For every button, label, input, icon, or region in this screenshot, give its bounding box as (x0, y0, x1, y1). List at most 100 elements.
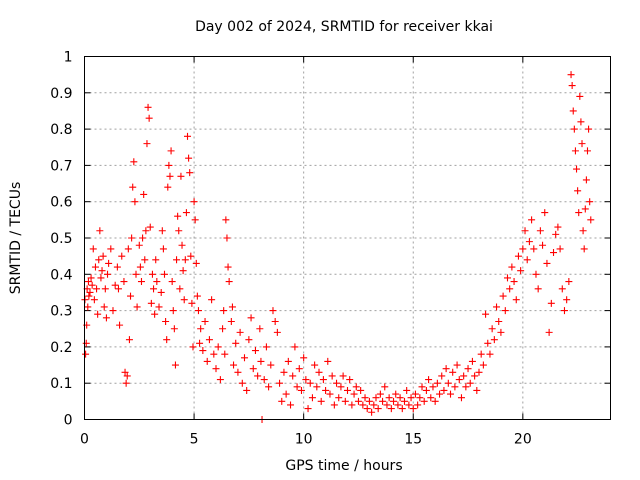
data-point (438, 372, 446, 380)
data-point (376, 390, 384, 398)
data-point (214, 343, 222, 351)
data-point (585, 125, 593, 133)
data-point (221, 350, 229, 358)
data-point (295, 365, 303, 373)
data-point (267, 361, 275, 369)
data-point (232, 339, 240, 347)
data-point (140, 190, 148, 198)
data-point (203, 357, 211, 365)
data-point (289, 372, 297, 380)
data-point (354, 397, 362, 405)
data-point (503, 274, 511, 282)
data-point (174, 212, 182, 220)
data-point (490, 336, 498, 344)
data-point (269, 307, 277, 315)
data-point (444, 379, 452, 387)
data-point (563, 296, 571, 304)
data-point (583, 147, 591, 155)
data-point (107, 245, 115, 253)
data-points (81, 71, 595, 423)
data-point (254, 372, 262, 380)
data-point (352, 383, 360, 391)
data-point (330, 401, 338, 409)
data-point (569, 107, 577, 115)
data-point (418, 383, 426, 391)
data-point (363, 405, 371, 413)
data-point (297, 386, 305, 394)
data-point (326, 390, 334, 398)
data-point (125, 336, 133, 344)
y-tick-label: 0.5 (50, 231, 72, 247)
data-point (178, 241, 186, 249)
data-point (228, 303, 236, 311)
data-point (495, 317, 503, 325)
data-point (586, 198, 594, 206)
data-point (361, 394, 369, 402)
data-point (182, 209, 190, 217)
axis-ticks (84, 56, 611, 420)
data-point (271, 317, 279, 325)
data-point (170, 325, 178, 333)
data-point (547, 299, 555, 307)
data-point (160, 270, 168, 278)
data-point (247, 314, 255, 322)
data-point (545, 328, 553, 336)
data-point (260, 376, 268, 384)
data-point (302, 376, 310, 384)
y-tick-label: 0.8 (50, 122, 72, 138)
data-point (90, 296, 98, 304)
data-point (143, 140, 151, 148)
data-point (243, 386, 251, 394)
data-point (291, 343, 299, 351)
data-point (392, 390, 400, 398)
data-point (124, 245, 132, 253)
data-point (128, 234, 136, 242)
data-point (91, 263, 99, 271)
data-point (457, 394, 465, 402)
data-point (147, 299, 155, 307)
y-tick-label: 1 (64, 50, 73, 66)
data-point (122, 379, 130, 387)
data-point (145, 114, 153, 122)
data-point (82, 350, 90, 358)
data-point (164, 183, 172, 191)
data-point (175, 227, 183, 235)
data-point (460, 372, 468, 380)
data-point (558, 285, 566, 293)
data-point (475, 368, 483, 376)
data-point (575, 209, 583, 217)
data-point (105, 259, 113, 267)
data-point (151, 310, 159, 318)
data-point (335, 394, 343, 402)
data-point (131, 198, 139, 206)
data-point (273, 328, 281, 336)
data-point (197, 325, 205, 333)
data-point (447, 390, 455, 398)
data-point (365, 397, 373, 405)
data-point (422, 386, 430, 394)
data-point (82, 339, 90, 347)
data-point (394, 401, 402, 409)
data-point (449, 368, 457, 376)
data-point (127, 292, 135, 300)
data-point (552, 230, 560, 238)
x-tick-label: 0 (80, 432, 89, 448)
data-point (477, 350, 485, 358)
data-point (453, 361, 461, 369)
data-point (556, 245, 564, 253)
data-point (486, 350, 494, 358)
data-point (387, 405, 395, 413)
data-point (86, 288, 94, 296)
data-point (236, 328, 244, 336)
data-point (560, 307, 568, 315)
data-point (508, 263, 516, 271)
data-point (139, 234, 147, 242)
data-point (427, 394, 435, 402)
data-point (98, 267, 106, 275)
data-point (407, 394, 415, 402)
data-point (578, 140, 586, 148)
data-point (223, 234, 231, 242)
data-point (567, 71, 575, 79)
data-point (95, 256, 103, 264)
data-point (414, 401, 422, 409)
